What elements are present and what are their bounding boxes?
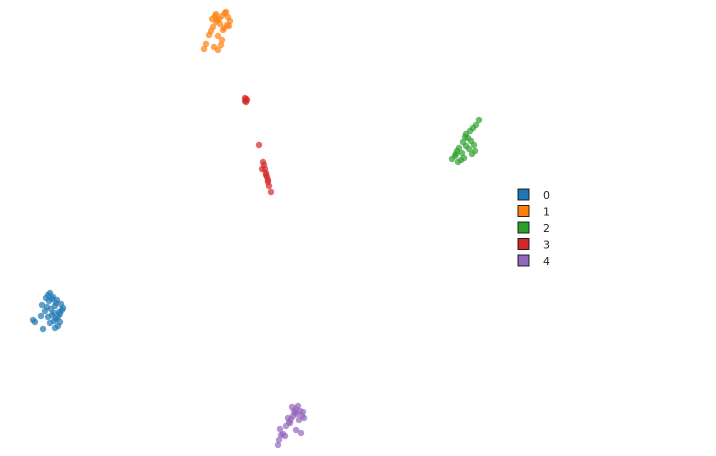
legend-label-3: 3 xyxy=(543,239,550,252)
point-series-2 xyxy=(465,145,473,153)
legend-swatch-0 xyxy=(517,188,530,201)
point-series-4 xyxy=(286,419,294,427)
point-series-0 xyxy=(46,289,54,297)
point-series-1 xyxy=(222,8,230,16)
legend-label-1: 1 xyxy=(543,206,550,219)
point-series-0 xyxy=(42,294,50,302)
series-2 xyxy=(448,116,483,166)
point-series-1 xyxy=(219,26,227,34)
point-series-3 xyxy=(255,141,263,149)
series-1 xyxy=(200,8,234,54)
point-series-0 xyxy=(29,316,37,324)
point-series-2 xyxy=(458,149,466,157)
point-series-3 xyxy=(267,188,275,196)
point-series-0 xyxy=(50,317,58,325)
point-series-0 xyxy=(58,306,66,314)
point-series-4 xyxy=(288,403,296,411)
legend-label-2: 2 xyxy=(543,222,550,235)
point-series-2 xyxy=(459,138,467,146)
legend-swatch-4 xyxy=(517,254,530,267)
point-series-4 xyxy=(297,429,305,437)
point-series-2 xyxy=(452,150,460,158)
point-series-4 xyxy=(294,402,302,410)
series-3 xyxy=(241,94,275,196)
point-series-4 xyxy=(281,432,289,440)
point-series-2 xyxy=(455,144,463,152)
point-series-2 xyxy=(475,116,483,124)
point-series-3 xyxy=(264,176,272,184)
legend: 0 1 2 3 4 xyxy=(517,188,550,268)
point-series-2 xyxy=(460,154,468,162)
legend-swatch-3 xyxy=(517,238,530,250)
legend-label-0: 0 xyxy=(543,189,550,202)
point-series-2 xyxy=(461,133,469,141)
point-series-2 xyxy=(470,141,478,149)
point-series-4 xyxy=(292,426,300,434)
point-series-2 xyxy=(471,147,479,155)
point-series-4 xyxy=(299,408,307,416)
point-series-0 xyxy=(38,301,46,309)
point-series-1 xyxy=(217,41,225,49)
point-series-1 xyxy=(218,36,226,44)
point-series-1 xyxy=(214,32,222,40)
point-series-3 xyxy=(262,171,270,179)
point-series-4 xyxy=(300,414,308,422)
series-4 xyxy=(274,402,308,449)
series-0 xyxy=(29,289,67,333)
legend-swatch-2 xyxy=(517,221,530,234)
point-series-1 xyxy=(202,40,210,48)
point-series-2 xyxy=(472,121,480,129)
point-series-1 xyxy=(212,10,220,18)
point-series-0 xyxy=(44,313,52,321)
point-series-4 xyxy=(284,414,292,422)
point-series-0 xyxy=(39,325,47,333)
point-series-0 xyxy=(48,295,56,303)
point-series-3 xyxy=(259,158,267,166)
point-series-0 xyxy=(37,312,45,320)
point-series-1 xyxy=(225,22,233,30)
legend-label-4: 4 xyxy=(543,255,550,268)
point-series-4 xyxy=(275,436,283,444)
point-series-4 xyxy=(276,425,284,433)
point-series-0 xyxy=(52,299,60,307)
point-series-1 xyxy=(214,46,222,54)
point-series-1 xyxy=(208,15,216,23)
points-layer xyxy=(29,8,483,449)
point-series-3 xyxy=(258,165,266,173)
point-series-3 xyxy=(241,94,249,102)
point-series-4 xyxy=(274,441,282,449)
legend-swatch-1 xyxy=(517,205,530,217)
point-series-4 xyxy=(295,416,303,424)
point-series-1 xyxy=(209,23,217,31)
point-series-1 xyxy=(200,45,208,53)
